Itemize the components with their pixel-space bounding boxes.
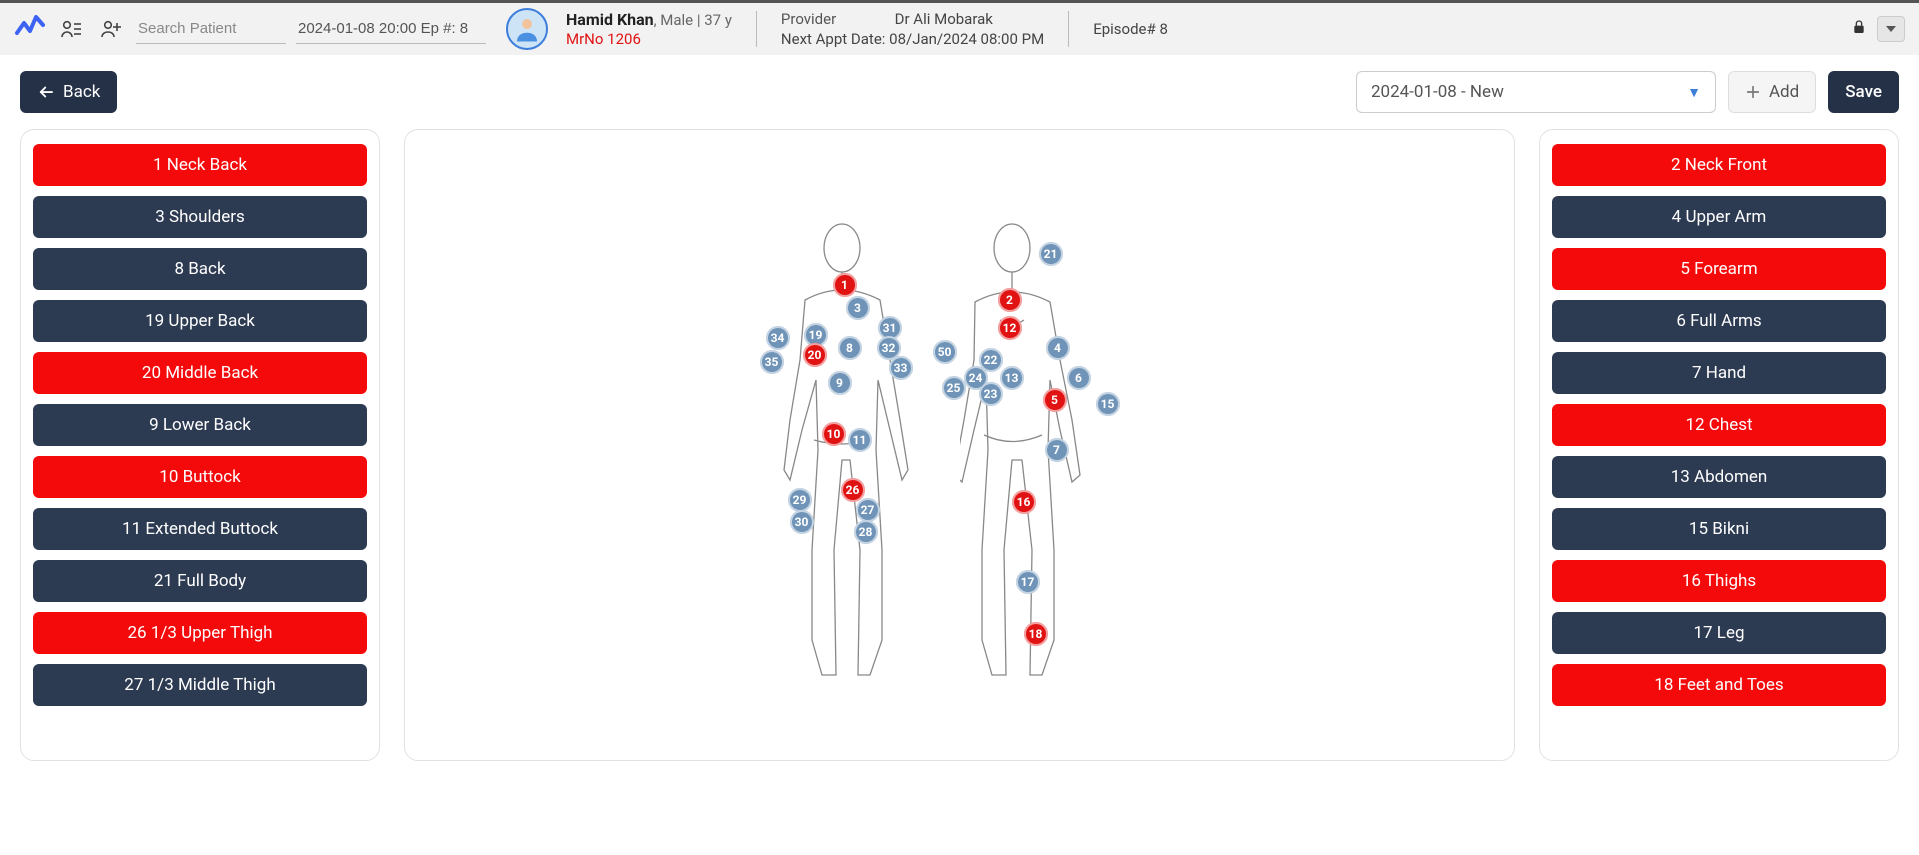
date-select[interactable]: 2024-01-08 - New ▼ bbox=[1356, 71, 1716, 113]
patient-name: Hamid Khan bbox=[566, 10, 654, 29]
body-marker-4[interactable]: 4 bbox=[1046, 336, 1070, 360]
logo-icon bbox=[14, 11, 46, 47]
body-marker-11[interactable]: 11 bbox=[848, 428, 872, 452]
body-marker-13[interactable]: 13 bbox=[1000, 366, 1024, 390]
body-diagram-stage: 1331193483220353391011262927302821212450… bbox=[750, 220, 1170, 740]
episode-number: Episode# 8 bbox=[1093, 19, 1168, 39]
body-marker-9[interactable]: 9 bbox=[828, 371, 852, 395]
region-button[interactable]: 2 Neck Front bbox=[1552, 144, 1886, 186]
region-button[interactable]: 12 Chest bbox=[1552, 404, 1886, 446]
avatar[interactable] bbox=[506, 8, 548, 50]
body-diagram-panel: 1331193483220353391011262927302821212450… bbox=[404, 129, 1515, 761]
region-button[interactable]: 4 Upper Arm bbox=[1552, 196, 1886, 238]
action-row: Back 2024-01-08 - New ▼ Add Save bbox=[0, 55, 1919, 129]
region-button[interactable]: 7 Hand bbox=[1552, 352, 1886, 394]
back-button-label: Back bbox=[63, 82, 100, 102]
patient-block: Hamid Khan, Male | 37 y MrNo 1206 bbox=[566, 10, 732, 49]
body-marker-7[interactable]: 7 bbox=[1045, 438, 1069, 462]
region-button[interactable]: 21 Full Body bbox=[33, 560, 367, 602]
region-button[interactable]: 6 Full Arms bbox=[1552, 300, 1886, 342]
body-marker-15[interactable]: 15 bbox=[1096, 392, 1120, 416]
provider-label: Provider bbox=[781, 9, 891, 29]
save-button-label: Save bbox=[1845, 82, 1882, 102]
add-button-label: Add bbox=[1769, 82, 1799, 102]
region-button[interactable]: 19 Upper Back bbox=[33, 300, 367, 342]
body-marker-25[interactable]: 25 bbox=[942, 376, 966, 400]
body-marker-23[interactable]: 23 bbox=[979, 382, 1003, 406]
chevron-down-icon: ▼ bbox=[1687, 84, 1701, 101]
region-button[interactable]: 16 Thighs bbox=[1552, 560, 1886, 602]
body-marker-3[interactable]: 3 bbox=[846, 296, 870, 320]
episode-block: Episode# 8 bbox=[1093, 19, 1168, 39]
divider bbox=[756, 11, 757, 47]
body-marker-5[interactable]: 5 bbox=[1043, 388, 1067, 412]
body-marker-8[interactable]: 8 bbox=[838, 336, 862, 360]
add-patient-icon[interactable] bbox=[96, 14, 126, 44]
region-button[interactable]: 11 Extended Buttock bbox=[33, 508, 367, 550]
body-marker-17[interactable]: 17 bbox=[1016, 570, 1040, 594]
region-button[interactable]: 1 Neck Back bbox=[33, 144, 367, 186]
region-button[interactable]: 18 Feet and Toes bbox=[1552, 664, 1886, 706]
patient-mrno: MrNo 1206 bbox=[566, 30, 732, 49]
main-grid: 1 Neck Back 3 Shoulders 8 Back 19 Upper Bac… bbox=[0, 129, 1919, 781]
region-button[interactable]: 17 Leg bbox=[1552, 612, 1886, 654]
settings-dropdown[interactable] bbox=[1877, 16, 1905, 42]
body-marker-26[interactable]: 26 bbox=[841, 478, 865, 502]
next-appt-value: 08/Jan/2024 08:00 PM bbox=[889, 30, 1044, 48]
region-button[interactable]: 8 Back bbox=[33, 248, 367, 290]
add-button[interactable]: Add bbox=[1728, 71, 1816, 113]
region-button[interactable]: 20 Middle Back bbox=[33, 352, 367, 394]
body-marker-2[interactable]: 2 bbox=[998, 288, 1022, 312]
body-marker-18[interactable]: 18 bbox=[1024, 622, 1048, 646]
date-select-value: 2024-01-08 - New bbox=[1371, 82, 1504, 102]
episode-input[interactable] bbox=[296, 14, 486, 44]
body-marker-16[interactable]: 16 bbox=[1012, 490, 1036, 514]
body-marker-20[interactable]: 20 bbox=[803, 343, 827, 367]
body-marker-34[interactable]: 34 bbox=[766, 326, 790, 350]
lock-icon[interactable] bbox=[1851, 19, 1867, 39]
region-button[interactable]: 27 1/3 Middle Thigh bbox=[33, 664, 367, 706]
body-marker-35[interactable]: 35 bbox=[760, 350, 784, 374]
top-bar: Hamid Khan, Male | 37 y MrNo 1206 Provid… bbox=[0, 0, 1919, 55]
body-marker-1[interactable]: 1 bbox=[833, 273, 857, 297]
region-button[interactable]: 3 Shoulders bbox=[33, 196, 367, 238]
region-button[interactable]: 10 Buttock bbox=[33, 456, 367, 498]
left-region-panel: 1 Neck Back 3 Shoulders 8 Back 19 Upper Bac… bbox=[20, 129, 380, 761]
body-marker-30[interactable]: 30 bbox=[790, 510, 814, 534]
search-input[interactable] bbox=[136, 14, 286, 44]
body-marker-12[interactable]: 12 bbox=[998, 316, 1022, 340]
body-marker-50[interactable]: 50 bbox=[933, 340, 957, 364]
body-marker-6[interactable]: 6 bbox=[1067, 366, 1091, 390]
body-marker-28[interactable]: 28 bbox=[854, 520, 878, 544]
body-marker-29[interactable]: 29 bbox=[788, 488, 812, 512]
next-appt-label: Next Appt Date: bbox=[781, 30, 885, 48]
patient-demographics: , Male | 37 y bbox=[654, 11, 732, 29]
body-marker-33[interactable]: 33 bbox=[889, 356, 913, 380]
provider-block: Provider Dr Ali Mobarak Next Appt Date: … bbox=[781, 9, 1044, 50]
save-button[interactable]: Save bbox=[1828, 71, 1899, 113]
region-button[interactable]: 13 Abdomen bbox=[1552, 456, 1886, 498]
body-marker-10[interactable]: 10 bbox=[822, 422, 846, 446]
divider bbox=[1068, 11, 1069, 47]
region-button[interactable]: 9 Lower Back bbox=[33, 404, 367, 446]
body-marker-21[interactable]: 21 bbox=[1039, 242, 1063, 266]
region-button[interactable]: 5 Forearm bbox=[1552, 248, 1886, 290]
region-button[interactable]: 26 1/3 Upper Thigh bbox=[33, 612, 367, 654]
back-button[interactable]: Back bbox=[20, 71, 117, 113]
provider-name: Dr Ali Mobarak bbox=[895, 10, 993, 28]
patient-list-icon[interactable] bbox=[56, 14, 86, 44]
right-region-panel: 2 Neck Front 4 Upper Arm 5 Forearm 6 Full A… bbox=[1539, 129, 1899, 761]
body-marker-27[interactable]: 27 bbox=[856, 498, 880, 522]
region-button[interactable]: 15 Bikni bbox=[1552, 508, 1886, 550]
